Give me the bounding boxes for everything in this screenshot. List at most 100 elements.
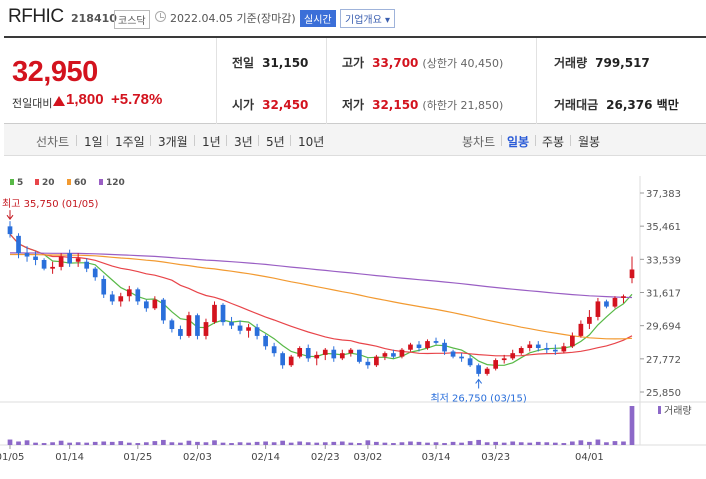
period-10y[interactable]: 10년 — [298, 135, 325, 149]
candle-body — [510, 353, 516, 359]
candle-body — [161, 299, 166, 321]
low-annotation: 최저 26,750 (03/15) — [430, 392, 526, 404]
candle-body — [612, 297, 618, 307]
period-1d[interactable]: 1일 — [84, 135, 103, 149]
change-label: 전일대비 — [12, 97, 53, 110]
stock-header: RFHIC 218410 코스닥 2022.04.05 기준(장마감) 실시간 … — [0, 0, 706, 36]
legend-label: 120 — [106, 178, 125, 188]
candle-body — [195, 315, 200, 336]
x-tick-label: 02/03 — [183, 452, 212, 463]
y-tick-label: 35,461 — [646, 222, 681, 233]
low-cell: 저가 32,150 (하한가 21,850) — [342, 96, 503, 113]
volume-bar — [595, 439, 601, 445]
company-info-dropdown[interactable]: 기업개요 ▾ — [340, 9, 395, 28]
candle-body — [305, 348, 311, 359]
volume-bar — [263, 441, 268, 445]
realtime-button[interactable]: 실시간 — [300, 10, 336, 27]
volume-bar — [493, 441, 499, 445]
candle-body — [101, 278, 107, 295]
volume-value: 799,517 — [595, 56, 650, 70]
volume-bar — [126, 442, 132, 445]
legend-label: 20 — [42, 178, 55, 188]
volume-bar — [459, 442, 464, 445]
candle-weekly[interactable]: 주봉 — [542, 135, 565, 149]
candle-body — [212, 304, 217, 323]
candle-body — [331, 349, 337, 359]
high-annotation: 최고 35,750 (01/05) — [2, 198, 98, 210]
y-tick-label: 31,617 — [646, 288, 681, 299]
volume-bar — [365, 440, 371, 445]
volume-bar — [212, 440, 217, 445]
volume-bar — [152, 441, 158, 445]
line-chart-label: 선차트 — [36, 135, 70, 149]
volume-bar — [570, 441, 575, 445]
volume-bar — [101, 441, 107, 445]
volume-bar — [612, 441, 618, 445]
volume-bar — [408, 441, 413, 445]
candle-daily[interactable]: 일봉 — [507, 135, 530, 149]
candle-body — [288, 356, 294, 366]
open-value: 32,450 — [262, 98, 309, 112]
candle-body — [450, 351, 456, 357]
high-cell: 고가 33,700 (상한가 40,450) — [342, 54, 503, 71]
candle-body — [365, 361, 371, 366]
prev-close-label: 전일 — [232, 56, 255, 70]
period-3y[interactable]: 3년 — [234, 135, 253, 149]
x-tick-label: 03/14 — [422, 452, 451, 463]
volume-bar — [510, 441, 516, 445]
candle-body — [135, 289, 141, 302]
price-summary: 32,950 전일대비 1,800 +5.78% 전일 31,150 고가 33,7… — [4, 36, 706, 124]
volume-bar — [67, 442, 72, 445]
candlestick-chart-svg[interactable]: 5 20 60 120 최고 35,750 (01/05) 최저 26,750 (03/… — [0, 156, 706, 475]
candle-body — [118, 296, 124, 302]
volume-bar — [476, 439, 481, 445]
prev-close-cell: 전일 31,150 — [232, 54, 308, 71]
volume-bar — [374, 441, 379, 445]
candle-body — [143, 301, 149, 309]
volume-bar — [288, 442, 294, 445]
candle-monthly[interactable]: 월봉 — [578, 135, 601, 149]
volume-bar — [561, 443, 567, 445]
candle-body — [263, 335, 268, 347]
volume-bar — [118, 441, 124, 445]
volume-bar — [527, 442, 533, 445]
high-value: 33,700 — [372, 56, 419, 70]
volume-bar — [58, 440, 64, 445]
period-1w[interactable]: 1주일 — [115, 135, 145, 149]
separator — [226, 135, 227, 146]
candle-body — [109, 294, 115, 302]
volume-bar — [578, 440, 584, 445]
volume-bar — [109, 441, 115, 445]
legend-swatch — [10, 179, 14, 185]
volume-bar — [237, 442, 243, 445]
upper-limit: (상한가 40,450) — [422, 57, 504, 70]
volume-bar — [220, 442, 226, 445]
volume-bar — [629, 406, 635, 445]
volume-bar — [348, 442, 354, 445]
period-1y[interactable]: 1년 — [202, 135, 221, 149]
x-tick-label: 04/01 — [575, 452, 604, 463]
y-tick-label: 29,694 — [646, 322, 681, 333]
volume-bar — [195, 441, 200, 445]
candle-body — [220, 304, 226, 323]
price-chart[interactable]: 5 20 60 120 최고 35,750 (01/05) 최저 26,750 (03/… — [0, 156, 706, 475]
high-label: 고가 — [342, 56, 365, 70]
candle-body — [348, 349, 354, 354]
volume-bar — [271, 442, 277, 445]
volume-bar — [442, 443, 447, 445]
volume-bar — [621, 441, 626, 445]
legend-swatch — [67, 179, 71, 185]
stock-name: RFHIC — [8, 6, 64, 27]
volume-bar — [305, 442, 311, 445]
high-arrow-head — [6, 214, 14, 221]
candle-body — [561, 346, 567, 352]
period-3m[interactable]: 3개월 — [158, 135, 188, 149]
candle-body — [203, 322, 209, 336]
volume-bar — [50, 442, 55, 445]
low-arrow-head — [475, 378, 483, 384]
candle-body — [382, 353, 388, 357]
period-5y[interactable]: 5년 — [266, 135, 285, 149]
low-value: 32,150 — [372, 98, 419, 112]
volume-bar — [135, 443, 141, 445]
volume-bar — [322, 442, 328, 445]
